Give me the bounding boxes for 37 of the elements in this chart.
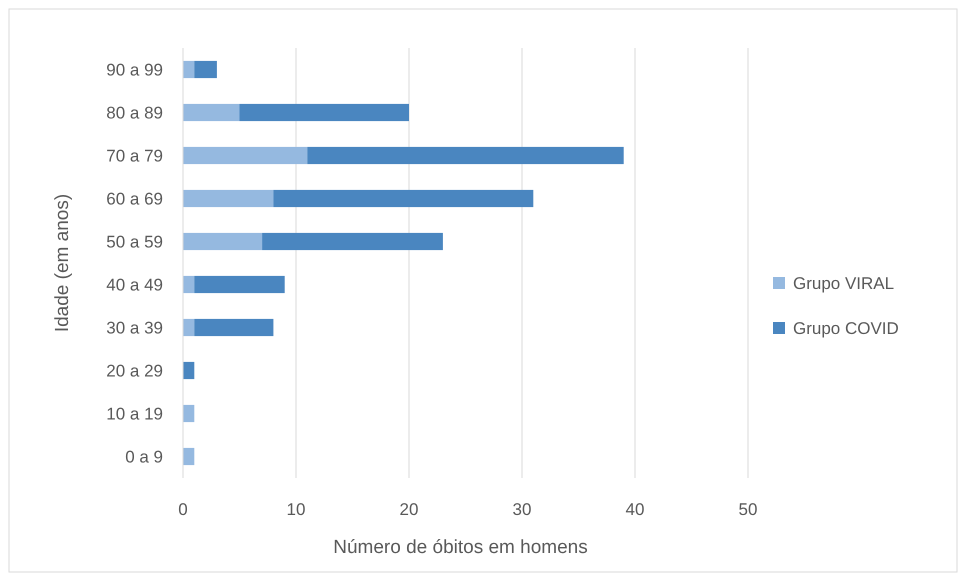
x-tick-label: 0 [178, 500, 188, 519]
x-tick-label: 10 [286, 500, 306, 519]
x-tick-label: 20 [400, 500, 418, 519]
x-tick-label: 30 [512, 500, 532, 519]
y-tick-label: 30 a 39 [106, 318, 163, 338]
x-tick-label: 40 [626, 500, 644, 519]
bar [240, 104, 409, 122]
bar [183, 448, 194, 466]
y-tick-label: 20 a 29 [106, 361, 163, 380]
bar [183, 232, 262, 250]
legend-label: Grupo VIRAL [793, 274, 894, 293]
bar [273, 190, 534, 208]
bar [183, 60, 194, 78]
legend-label: Grupo COVID [793, 318, 899, 338]
bar [183, 318, 194, 336]
y-tick-label: 50 a 59 [106, 232, 163, 252]
y-tick-label: 60 a 69 [106, 189, 163, 208]
x-axis-title: Número de óbitos em homens [333, 537, 588, 558]
bar [183, 404, 194, 422]
bar [194, 318, 274, 336]
bar [262, 232, 443, 250]
y-tick-label: 90 a 99 [106, 60, 163, 80]
bar [307, 146, 624, 164]
y-tick-label: 0 a 9 [125, 447, 163, 466]
bar [183, 276, 194, 294]
bar [183, 362, 194, 380]
bar [194, 60, 217, 78]
y-tick-label: 70 a 79 [106, 146, 163, 166]
y-axis-title: Idade (em anos) [52, 194, 73, 332]
bar [183, 146, 308, 164]
bar [183, 104, 240, 122]
bar [183, 190, 274, 208]
x-tick-label: 50 [738, 500, 758, 519]
y-tick-label: 10 a 19 [106, 404, 163, 424]
y-tick-label: 40 a 49 [106, 275, 163, 294]
y-tick-label: 80 a 89 [106, 103, 163, 122]
bar [194, 276, 285, 294]
